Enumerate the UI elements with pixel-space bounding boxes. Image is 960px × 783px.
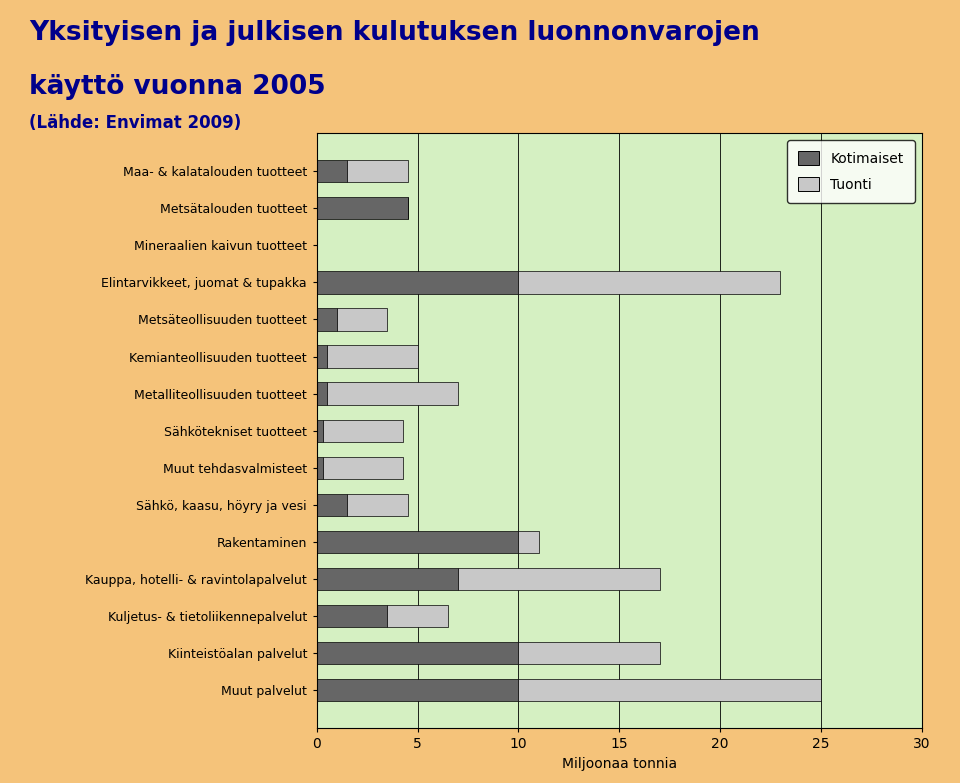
Bar (317, 161, 348, 182)
Bar (323, 420, 403, 442)
X-axis label: Miljoonaa tonnia: Miljoonaa tonnia (562, 757, 677, 770)
Bar (317, 272, 518, 294)
Text: (Lähde: Envimat 2009): (Lähde: Envimat 2009) (29, 114, 241, 132)
Bar (317, 197, 407, 219)
Bar (317, 679, 518, 701)
Bar (323, 456, 403, 479)
Bar (458, 568, 660, 590)
Bar (317, 493, 348, 516)
Bar (317, 382, 326, 405)
Bar (337, 309, 388, 330)
Bar (317, 568, 458, 590)
Bar (518, 272, 780, 294)
Bar (317, 345, 326, 368)
Bar (518, 679, 821, 701)
Text: Yksityisen ja julkisen kulutuksen luonnonvarojen: Yksityisen ja julkisen kulutuksen luonno… (29, 20, 759, 45)
Bar (317, 456, 323, 479)
Bar (326, 382, 458, 405)
Bar (317, 531, 518, 553)
Bar (317, 420, 323, 442)
Text: käyttö vuonna 2005: käyttö vuonna 2005 (29, 74, 325, 100)
Bar (388, 604, 447, 627)
Bar (518, 642, 660, 664)
Bar (518, 531, 539, 553)
Bar (317, 604, 388, 627)
Bar (326, 345, 418, 368)
Bar (348, 161, 407, 182)
Bar (348, 493, 407, 516)
Bar (317, 642, 518, 664)
Bar (317, 309, 337, 330)
Legend: Kotimaiset, Tuonti: Kotimaiset, Tuonti (787, 140, 915, 203)
